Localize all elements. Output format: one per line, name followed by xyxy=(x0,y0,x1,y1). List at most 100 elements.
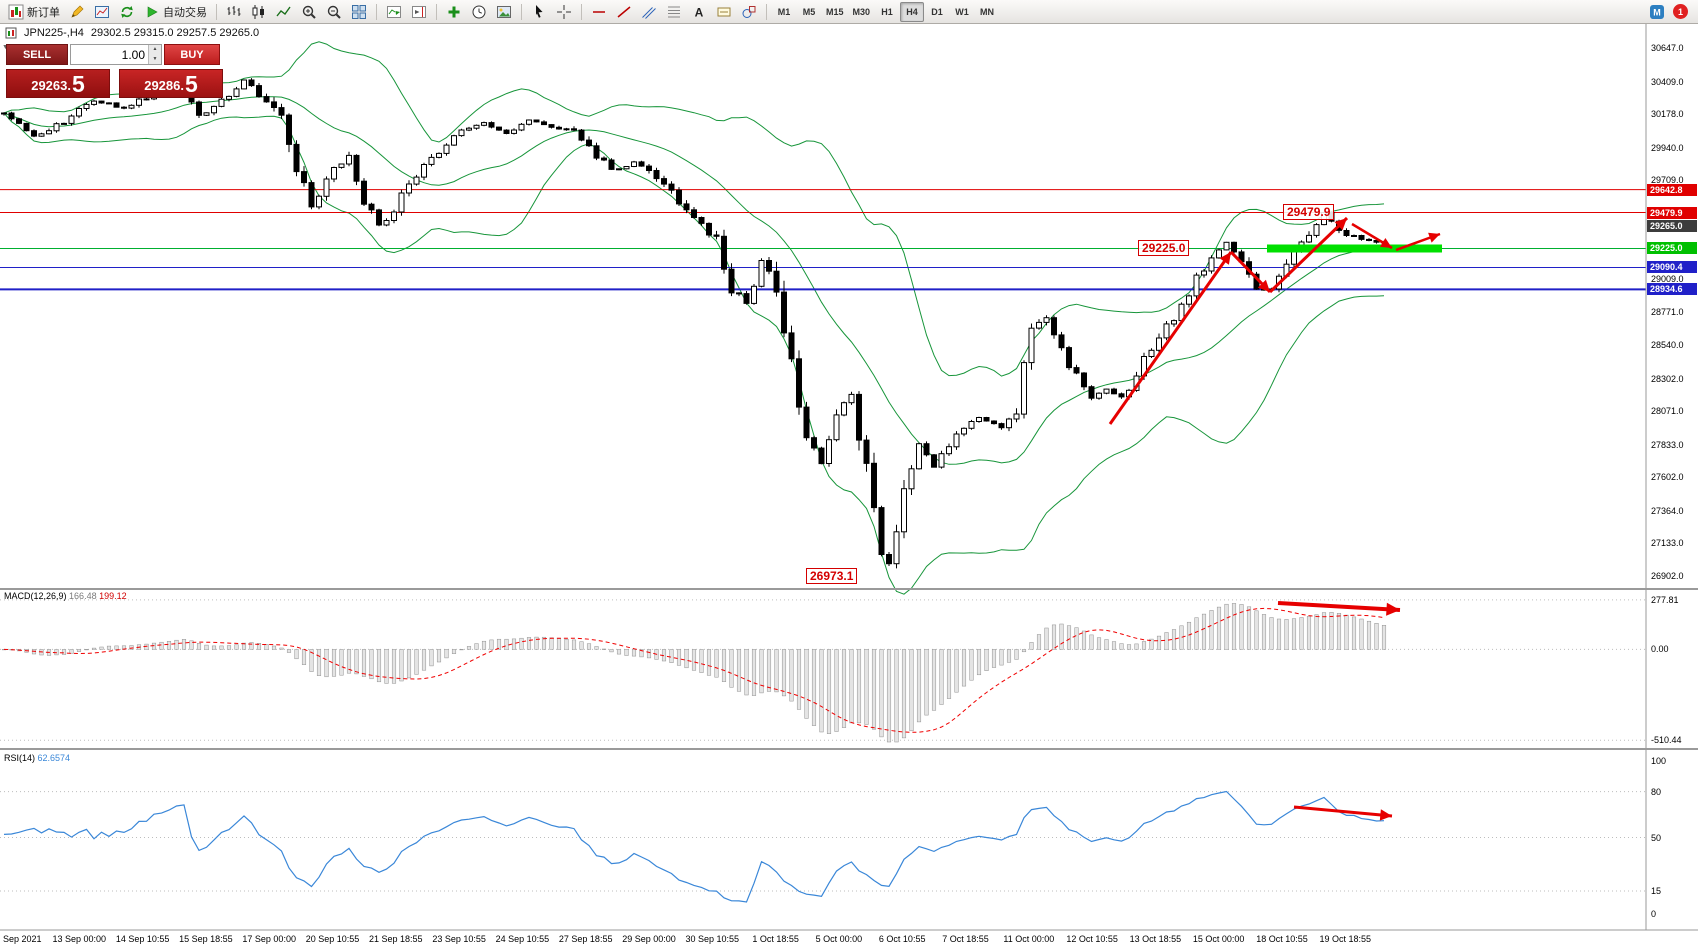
volume-increase-button[interactable]: ▲ xyxy=(149,45,161,55)
sell-button[interactable]: SELL xyxy=(6,44,68,65)
chart-shift-button[interactable] xyxy=(407,2,431,22)
templates-image-button[interactable] xyxy=(492,2,516,22)
auto-scroll-button[interactable] xyxy=(382,2,406,22)
time-axis-label: 13 Oct 18:55 xyxy=(1129,934,1182,944)
h-line-button[interactable] xyxy=(587,2,611,22)
bid-ask-row: 29263. 5 29286. 5 xyxy=(6,69,238,98)
timeframes-clock-button[interactable] xyxy=(467,2,491,22)
channel-icon xyxy=(642,6,656,19)
time-axis-label: 20 Sep 10:55 xyxy=(305,934,360,944)
chart-window-button[interactable] xyxy=(90,2,114,22)
macd-indicator-label: MACD(12,26,9) 166.48 199.12 xyxy=(4,591,127,601)
volume-input[interactable] xyxy=(71,45,148,64)
toolbar-separator xyxy=(436,3,437,20)
rsi-axis-label: 80 xyxy=(1651,786,1662,797)
candle-chart-button[interactable] xyxy=(247,2,271,22)
cursor-button[interactable] xyxy=(527,2,551,22)
support-zone-bar[interactable] xyxy=(1267,244,1442,253)
main-toolbar: 新订单 自动交易 A M1 M5 M15 M30 H1 H4 D1 W1 MN M 1 xyxy=(0,0,1698,24)
level-lines xyxy=(0,189,1646,291)
trend-line-button[interactable] xyxy=(612,2,636,22)
timeframe-mn-button[interactable]: MN xyxy=(980,6,995,17)
volume-decrease-button[interactable]: ▼ xyxy=(149,54,161,64)
new-order-label: 新订单 xyxy=(27,6,60,19)
rsi-axis-label: 0 xyxy=(1651,909,1657,919)
toolbar-separator xyxy=(216,3,217,20)
price-axis-label: 30647.0 xyxy=(1651,43,1684,53)
pane-frame xyxy=(0,24,1698,931)
chart-shift-icon xyxy=(412,5,426,18)
candles-layer xyxy=(1,78,1387,569)
channel-button[interactable] xyxy=(637,2,661,22)
buy-button[interactable]: BUY xyxy=(164,44,220,65)
volume-control: ▲ ▼ xyxy=(70,44,162,65)
h-line-icon xyxy=(593,10,605,13)
zoom-out-icon xyxy=(327,5,341,19)
macd-axis-label: 0.00 xyxy=(1651,644,1669,655)
panel-collapse-arrow[interactable]: ▼ xyxy=(2,44,9,51)
rsi-indicator-label: RSI(14) 62.6574 xyxy=(4,753,71,763)
chart-header: JPN225-,H4 29302.5 29315.0 29257.5 29265… xyxy=(5,27,259,39)
toolbar-separator xyxy=(581,3,582,20)
templates-image-icon xyxy=(497,5,511,18)
fibonacci-icon xyxy=(668,6,680,17)
price-tag-29479-9[interactable]: 29479.9 xyxy=(1283,204,1335,220)
fibonacci-button[interactable] xyxy=(662,2,686,22)
line-chart-icon xyxy=(276,6,291,16)
rsi-axis-label: 15 xyxy=(1651,886,1662,897)
shapes-button[interactable] xyxy=(737,2,761,22)
line-chart-button[interactable] xyxy=(272,2,296,22)
timeframe-w1-button[interactable]: W1 xyxy=(955,6,969,17)
indicators-add-button[interactable] xyxy=(442,2,466,22)
label-tool-icon xyxy=(717,7,731,16)
price-level-chip: 29642.8 xyxy=(1647,183,1697,196)
crosshair-button[interactable] xyxy=(552,2,576,22)
price-level-chip: 29225.0 xyxy=(1647,242,1697,255)
timeframe-m30-button[interactable]: M30 xyxy=(852,6,871,17)
timeframe-h4-button[interactable]: H4 xyxy=(900,1,925,22)
auto-scroll-icon xyxy=(387,5,401,18)
time-axis-label: 7 Oct 18:55 xyxy=(942,934,989,944)
metaquotes-logo-button[interactable]: M xyxy=(1645,2,1669,22)
rsi-axis-label: 50 xyxy=(1651,832,1662,843)
ask-price-big-digit: 5 xyxy=(184,71,198,97)
timeframe-m15-button[interactable]: M15 xyxy=(826,6,844,17)
new-order-icon xyxy=(8,4,24,19)
bid-price-big-digit: 5 xyxy=(71,71,85,97)
timeframe-m5-button[interactable]: M5 xyxy=(802,6,816,17)
timeframe-d1-button[interactable]: D1 xyxy=(931,6,943,17)
ask-price-display[interactable]: 29286. 5 xyxy=(119,69,223,98)
time-axis-label: 6 Oct 10:55 xyxy=(878,934,926,944)
tile-windows-button[interactable] xyxy=(347,2,371,22)
timeframe-m1-button[interactable]: M1 xyxy=(777,6,791,17)
chart-edit-button[interactable] xyxy=(65,2,89,22)
timeframe-h1-button[interactable]: H1 xyxy=(881,6,893,17)
text-tool-button[interactable]: A xyxy=(687,2,711,22)
ohlc-values: 29302.5 29315.0 29257.5 29265.0 xyxy=(90,27,260,39)
autotrade-play-label: 自动交易 xyxy=(163,6,207,19)
price-level-chip: 29090.4 xyxy=(1647,261,1697,274)
rsi-gridlines xyxy=(0,791,1646,892)
notification-badge[interactable]: 1 xyxy=(1673,4,1688,19)
label-tool-button[interactable] xyxy=(712,2,736,22)
price-tag-29225-0[interactable]: 29225.0 xyxy=(1138,240,1190,256)
toolbar-separator xyxy=(376,3,377,20)
toolbar-separator xyxy=(521,3,522,20)
symbol-timeframe: JPN225-,H4 xyxy=(24,27,84,39)
autotrade-play-button[interactable]: 自动交易 xyxy=(140,2,211,22)
bid-price-display[interactable]: 29263. 5 xyxy=(6,69,110,98)
zoom-in-button[interactable] xyxy=(297,2,321,22)
price-axis-label: 28540.0 xyxy=(1651,340,1684,351)
rsi-line xyxy=(3,790,1385,903)
refresh-button[interactable] xyxy=(115,2,139,22)
price-tag-26973-1[interactable]: 26973.1 xyxy=(806,568,858,584)
crosshair-icon xyxy=(557,4,571,19)
price-axis-label: 29709.0 xyxy=(1651,175,1684,186)
time-axis-label: Sep 2021 xyxy=(3,934,42,944)
svg-text:M: M xyxy=(1653,7,1661,17)
new-order-button[interactable]: 新订单 xyxy=(4,2,64,22)
zoom-out-button[interactable] xyxy=(322,2,346,22)
bar-chart-button[interactable] xyxy=(222,2,246,22)
